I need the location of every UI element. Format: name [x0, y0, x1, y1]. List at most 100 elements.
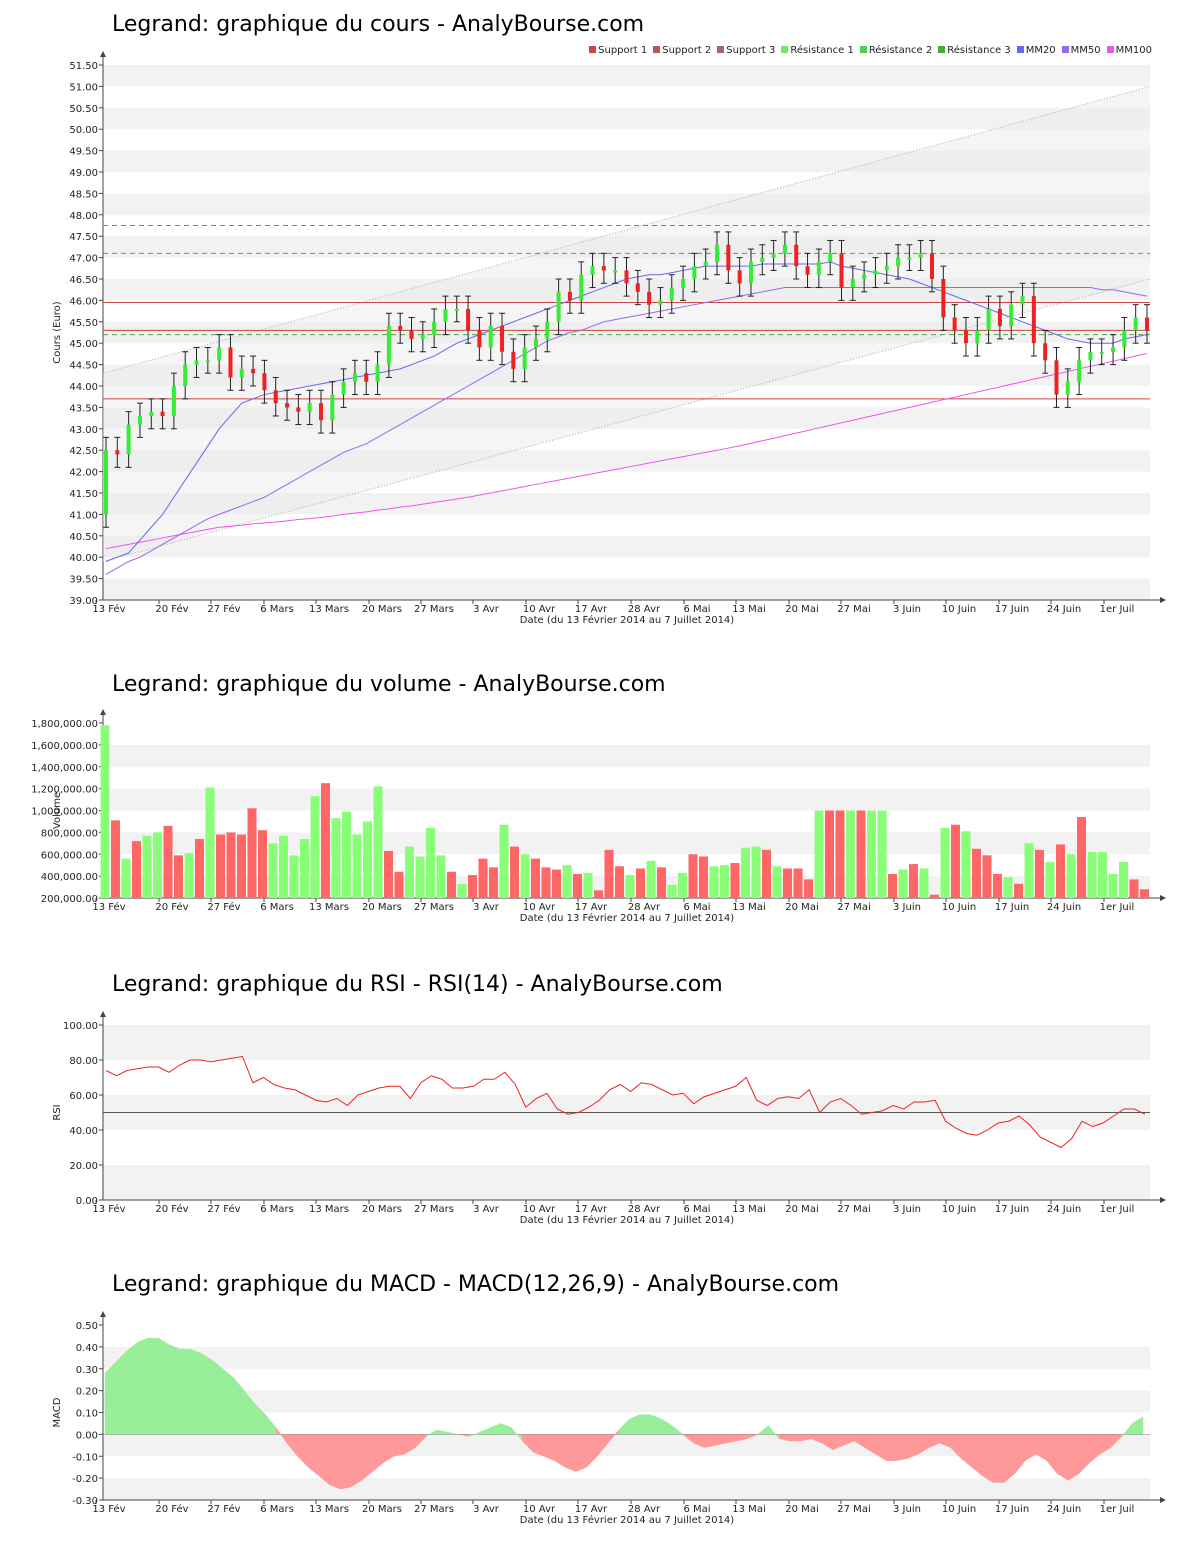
macd-area-segment [1089, 1434, 1101, 1464]
volume-bar [951, 824, 960, 898]
price-y-tick-label: 41.50 [69, 489, 98, 500]
price-y-tick-label: 40.00 [69, 553, 98, 564]
candle-body [647, 291, 652, 305]
macd-area-segment [885, 1434, 898, 1461]
price-x-tick-label: 6 Mai [683, 604, 710, 615]
macd-area-segment [393, 1434, 405, 1457]
volume-y-tick-label: 1,200,000.00 [31, 785, 98, 796]
rsi-x-tick-label: 20 Mai [785, 1204, 818, 1215]
price-y-tick-label: 50.50 [69, 104, 98, 115]
macd-area-segment [982, 1434, 994, 1483]
volume-bar [132, 841, 141, 898]
legend-swatch [717, 46, 725, 53]
price-x-tick-label: 3 Juin [893, 604, 921, 615]
price-grid-band [103, 450, 1150, 472]
macd-area-segment [757, 1425, 769, 1435]
volume-y-axis-label: Volume [52, 792, 63, 829]
volume-bar [678, 872, 687, 898]
legend-label: MM20 [1025, 45, 1056, 56]
price-grid-band [103, 193, 1150, 215]
candle-body [930, 253, 935, 279]
volume-bar [373, 786, 383, 898]
candle-body [1088, 351, 1093, 361]
macd-area-segment [1057, 1434, 1069, 1481]
price-chart: 39.00 39.50 40.00 40.50 41.00 41.50 42.00 42.50… [52, 51, 1166, 626]
volume-bar [751, 846, 761, 898]
volume-chart: 200,000.00 400,000.00 600,000.00 800,000.00… [31, 709, 1166, 924]
volume-bar [1056, 844, 1065, 898]
candle-body [454, 308, 459, 311]
macd-x-tick-label: 6 Mars [260, 1504, 294, 1515]
candle-body [884, 266, 889, 271]
candle-body [975, 330, 980, 344]
volume-x-tick-label: 27 Fév [207, 901, 240, 913]
candle-body [137, 415, 142, 425]
price-y-tick-label: 49.50 [69, 147, 98, 158]
candle-body [1145, 317, 1149, 331]
macd-area-segment [789, 1434, 801, 1442]
macd-area-segment [1014, 1434, 1026, 1475]
price-trend-channel [103, 86, 1150, 562]
candle-body [149, 411, 154, 416]
price-x-tick-label: 24 Juin [1047, 604, 1081, 615]
candle-body [828, 253, 833, 262]
macd-area-segment [575, 1434, 587, 1472]
volume-x-tick-label: 27 Mai [837, 902, 870, 913]
volume-chart-title: Legrand: graphique du volume - AnalyBour… [112, 672, 666, 697]
volume-x-tick-label: 10 Avr [523, 902, 556, 913]
price-y-tick-label: 46.50 [69, 275, 98, 286]
candle-body [104, 450, 108, 515]
macd-area-segment [704, 1434, 716, 1448]
macd-area-segment [115, 1350, 127, 1435]
volume-x-axis-label: Date (du 13 Février 2014 au 7 Juillet 20… [520, 912, 734, 924]
price-x-tick-label: 13 Mai [732, 604, 765, 615]
macd-area-segment [875, 1434, 887, 1462]
rsi-y-tick-label: 20.00 [69, 1161, 98, 1172]
candle-body [126, 424, 131, 455]
rsi-y-tick-label: 0.00 [76, 1196, 98, 1207]
macd-area-segment [436, 1429, 448, 1435]
macd-area-segment [222, 1368, 234, 1435]
volume-bar [793, 868, 803, 898]
volume-bar [562, 865, 572, 898]
volume-bar [352, 834, 362, 898]
macd-area-segment [639, 1414, 652, 1435]
macd-x-tick-label: 28 Avr [628, 1504, 661, 1515]
macd-y-tick-label: 0.10 [76, 1409, 98, 1420]
rsi-x-tick-label: 3 Avr [473, 1204, 500, 1215]
volume-bar [1129, 879, 1139, 898]
candle-body [183, 364, 188, 386]
macd-grid-band [103, 1390, 1150, 1413]
rsi-x-tick-label: 27 Mars [414, 1204, 454, 1215]
price-grid-band [103, 107, 1150, 130]
volume-bar [142, 835, 152, 898]
price-x-tick-label: 10 Juin [942, 604, 976, 615]
price-x-tick-label: 17 Avr [575, 604, 608, 615]
price-y-tick-label: 51.00 [69, 82, 98, 93]
candle-body [997, 308, 1002, 327]
price-grid-band [103, 321, 1150, 344]
candle-body [907, 257, 912, 260]
candle-body [522, 347, 527, 369]
candle-body [420, 334, 425, 339]
macd-grid-band [103, 1478, 1150, 1500]
macd-chart: -0.30 -0.20 -0.10 0.00 0.10 0.20 0.30 0.40 0.50 1… [52, 1311, 1166, 1526]
macd-area-segment [671, 1425, 684, 1435]
volume-x-tick-label: 27 Mars [414, 902, 454, 913]
price-x-tick-label: 6 Mars [260, 604, 294, 615]
macd-area-segment [564, 1434, 577, 1472]
candle-body [748, 261, 753, 284]
volume-bar [237, 834, 246, 898]
volume-bar [153, 832, 162, 898]
volume-bar [163, 825, 173, 898]
macd-x-tick-label: 6 Mai [683, 1504, 710, 1515]
macd-area-segment [211, 1359, 223, 1435]
legend-swatch [859, 46, 867, 53]
macd-x-tick-label: 10 Juin [942, 1504, 976, 1515]
volume-bar [583, 872, 593, 898]
candle-body [737, 270, 742, 284]
macd-area-segment [329, 1434, 341, 1490]
price-x-tick-label: 28 Avr [628, 604, 661, 615]
macd-x-tick-label: 27 Mars [414, 1504, 454, 1515]
legend-label: Support 3 [726, 45, 776, 56]
